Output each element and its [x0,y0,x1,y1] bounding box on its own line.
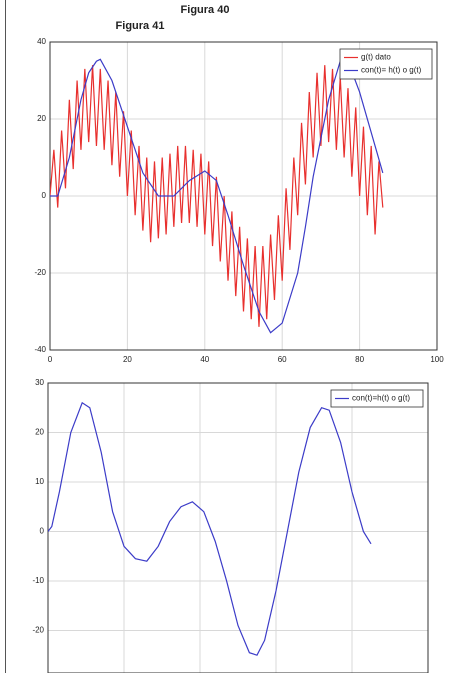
x-tick-label: 60 [278,355,287,364]
y-tick-label: 40 [37,37,46,46]
x-tick-label: 20 [123,355,132,364]
y-tick-label: -20 [32,626,44,635]
figure-title: Figura 41 [116,20,165,32]
x-tick-label: 40 [200,355,209,364]
legend-box [339,48,433,80]
legend-box [330,389,424,408]
y-tick-label: 20 [35,428,44,437]
x-tick-label: 80 [355,355,364,364]
y-tick-label: 0 [40,527,45,536]
y-tick-label: -40 [34,345,46,354]
x-tick-label: 100 [430,355,444,364]
plot: 0 20 40 60 80 100 -40 -20 0 20 40 g(t) dato con(t)= … [34,37,444,364]
x-tick-label: 0 [48,355,53,364]
legend-label: con(t)= h(t) o g(t) [361,66,422,75]
figure-title: Figura 40 [181,4,230,16]
y-tick-label: -10 [32,576,44,585]
y-tick-label: -20 [34,268,46,277]
plot-area [48,383,428,673]
y-tick-label: 0 [42,191,47,200]
legend-label: con(t)=h(t) o g(t) [352,394,410,403]
y-tick-label: 20 [37,114,46,123]
series-line [50,65,384,327]
plot: -20 -10 0 10 20 30 con(t)=h(t) o g(t) [32,378,429,674]
series-line [48,401,372,656]
y-tick-label: 30 [35,378,44,387]
series-line [50,58,384,334]
legend-label: g(t) dato [361,53,391,62]
y-tick-label: 10 [35,477,44,486]
